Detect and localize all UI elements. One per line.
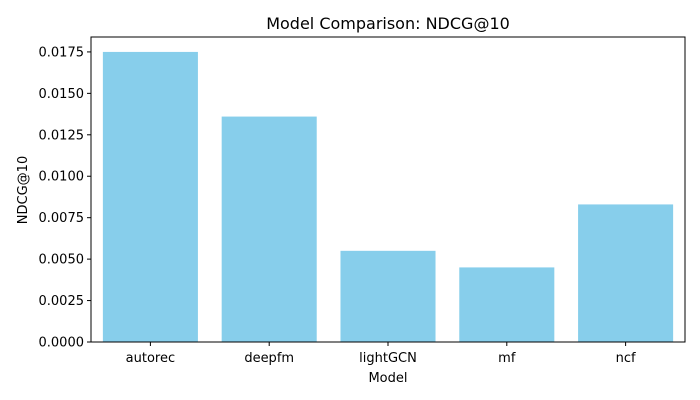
y-tick-label: 0.0100	[39, 170, 85, 185]
x-tick-label: deepfm	[244, 351, 294, 366]
y-tick-label: 0.0025	[39, 294, 85, 309]
y-tick-label: 0.0125	[39, 128, 85, 143]
y-axis-label: NDCG@10	[16, 156, 31, 224]
y-axis-ticks: 0.0000 0.0025 0.0050 0.0075 0.0100 0.0125 0.01…	[39, 45, 91, 351]
y-tick-label: 0.0050	[39, 253, 85, 268]
bar-ncf	[578, 204, 674, 342]
chart-title: Model Comparison: NDCG@10	[266, 14, 510, 33]
y-tick-label: 0.0150	[39, 87, 85, 102]
bar-deepfm	[221, 116, 317, 342]
plot-frame	[90, 36, 686, 343]
x-tick-label: autorec	[126, 351, 175, 366]
y-tick-label: 0.0000	[39, 336, 85, 351]
x-tick-label: mf	[498, 351, 516, 366]
bar-lightgcn	[340, 250, 436, 342]
x-tick-label: ncf	[616, 351, 636, 366]
x-axis-ticks: autorec deepfm lightGCN mf ncf	[126, 342, 636, 366]
x-axis-label: Model	[368, 371, 407, 386]
y-tick-label: 0.0175	[39, 45, 85, 60]
bars-layer	[102, 51, 674, 343]
y-tick-label: 0.0075	[39, 211, 85, 226]
bar-autorec	[102, 51, 198, 343]
x-tick-label: lightGCN	[359, 351, 417, 366]
bar-mf	[459, 267, 555, 342]
